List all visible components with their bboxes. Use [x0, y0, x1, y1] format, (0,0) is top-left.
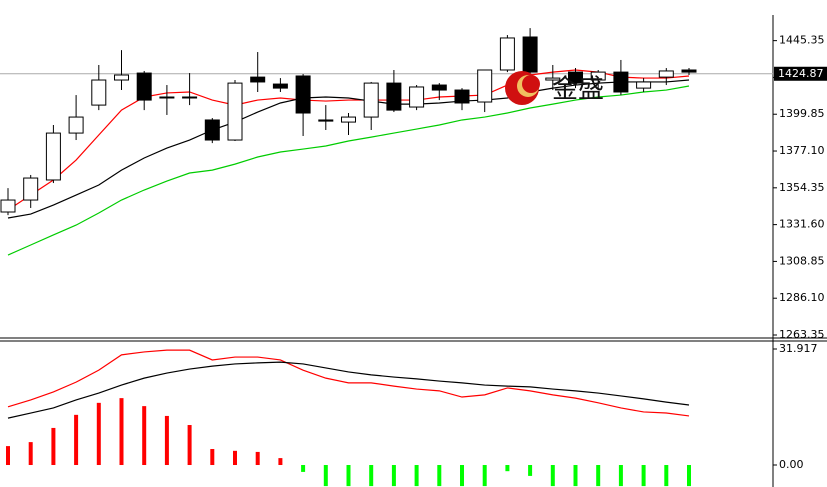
histogram-bar	[460, 465, 464, 487]
histogram-bar	[28, 442, 33, 466]
logo: 金盛	[505, 71, 604, 105]
candle-body	[159, 96, 175, 99]
histogram-bar	[51, 427, 56, 466]
candle-body	[272, 83, 288, 89]
y-tick-label: 0.00	[779, 458, 804, 471]
histogram-bar	[369, 465, 374, 487]
candle-body	[499, 37, 515, 71]
histogram-bar	[255, 451, 260, 466]
histogram-bar	[482, 465, 487, 487]
candle-body	[295, 75, 311, 114]
histogram-bar	[618, 465, 623, 487]
candle-body	[613, 71, 629, 93]
macd-panel	[6, 349, 691, 487]
candle-body	[454, 89, 470, 104]
candle-body	[341, 116, 356, 123]
y-tick-label: 1308.85	[779, 254, 825, 267]
candle-body	[23, 177, 39, 201]
candle-body	[114, 74, 129, 81]
histogram-bar	[301, 465, 306, 472]
candle-body	[409, 86, 425, 108]
candle-body	[136, 72, 152, 101]
histogram-bar	[687, 465, 691, 487]
histogram-bar	[528, 465, 533, 476]
histogram-bar	[233, 450, 237, 466]
histogram-bar	[664, 465, 669, 487]
candle-body	[363, 82, 379, 118]
candle-body	[45, 132, 61, 181]
histogram-bar	[391, 465, 396, 487]
candle-body	[477, 69, 493, 103]
candle-body	[182, 96, 198, 99]
histogram-bar	[6, 446, 10, 466]
histogram-bar	[142, 406, 147, 466]
candle-body	[568, 71, 583, 84]
histogram-bar	[323, 465, 328, 487]
histogram-bar	[550, 465, 555, 487]
price-label-box	[774, 66, 827, 81]
y-tick-label: 1399.85	[779, 107, 825, 120]
histogram-bar	[187, 425, 192, 466]
y-tick-label: 1331.60	[779, 218, 825, 231]
candle-body	[318, 119, 334, 122]
y-tick-label: 1286.10	[779, 291, 825, 304]
price-panel	[0, 28, 773, 256]
histogram-bar	[164, 415, 169, 466]
candle-body	[545, 77, 561, 81]
histogram-bar	[414, 465, 419, 487]
logo-crescent	[522, 75, 540, 93]
histogram-bar	[505, 465, 510, 472]
histogram-bar	[641, 465, 646, 487]
axes: 1445.351422.601399.851377.101354.351331.…	[773, 34, 827, 471]
candle-body	[681, 69, 697, 73]
price-label: 1424.87	[778, 67, 824, 80]
line	[7, 361, 690, 419]
y-tick-label: 1445.35	[779, 34, 825, 47]
line	[7, 349, 690, 417]
candle-body	[636, 81, 652, 89]
histogram-bar	[573, 465, 578, 487]
histogram-bar	[74, 414, 79, 466]
line	[7, 85, 690, 256]
watermark: 金盛	[552, 75, 604, 105]
histogram-bar	[437, 465, 442, 487]
candle-body	[91, 79, 107, 106]
histogram-bar	[119, 398, 124, 466]
candle-body	[522, 36, 538, 73]
candle-body	[204, 119, 220, 141]
histogram-bar	[596, 465, 601, 487]
y-tick-label: 31.917	[779, 342, 818, 355]
y-tick-label: 1377.10	[779, 144, 825, 157]
candle-body	[658, 70, 674, 78]
candle-body	[590, 71, 606, 81]
histogram-bar	[278, 458, 283, 466]
candle-body	[431, 84, 447, 91]
histogram-bar	[346, 465, 351, 487]
candle-body	[250, 76, 266, 83]
candle-body	[386, 82, 402, 111]
candle-body	[68, 116, 84, 134]
y-tick-label: 1263.35	[779, 328, 825, 341]
y-tick-label: 1354.35	[779, 181, 825, 194]
histogram-bar	[96, 402, 101, 466]
histogram-bar	[210, 449, 215, 466]
candle-body	[227, 82, 243, 141]
candle-body	[0, 199, 16, 213]
